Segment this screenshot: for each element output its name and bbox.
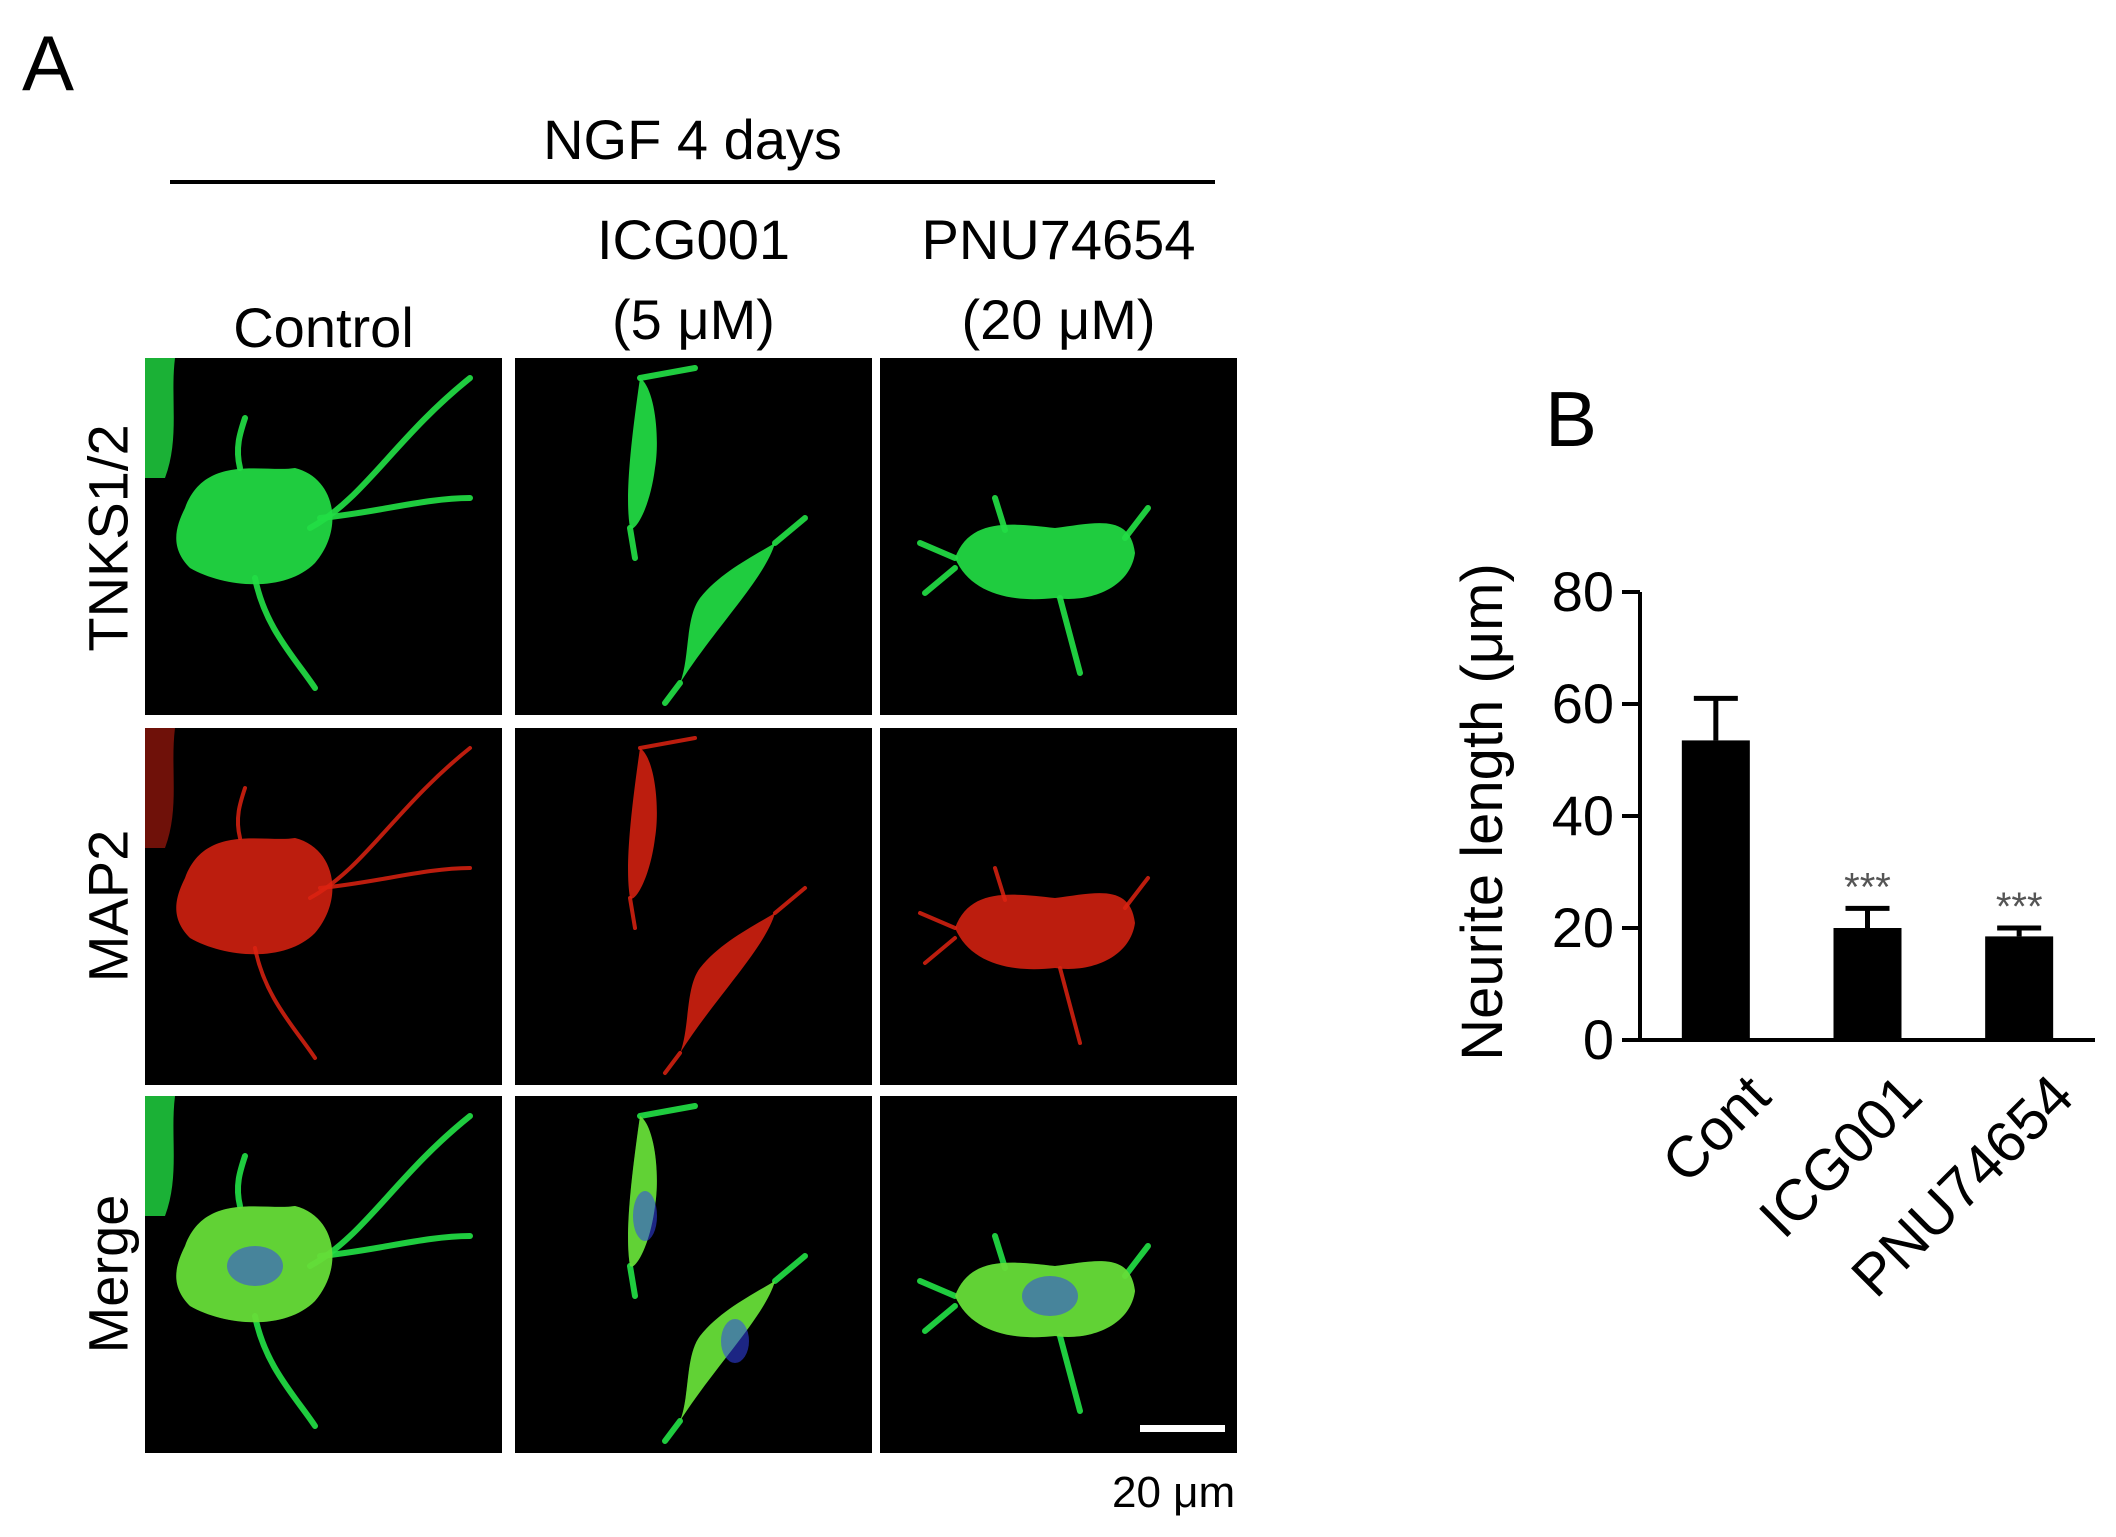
panel-a-letter: A: [22, 19, 75, 107]
column-label-icg001: ICG001: [597, 208, 790, 271]
y-axis-label: Neurite length (μm): [1450, 563, 1515, 1061]
significance-label: ***: [1996, 885, 2043, 929]
y-tick-label: 60: [1552, 672, 1614, 735]
header-underline: [170, 180, 1215, 184]
micrograph-map2-pnu74654: [880, 728, 1237, 1085]
treatment-header: NGF 4 days: [543, 108, 842, 171]
row-label-tnks: TNKS1/2: [76, 424, 140, 652]
micrograph-merge-control: [145, 1096, 502, 1453]
column-label-control: Control: [233, 296, 414, 359]
micrograph-tnks-pnu74654: [880, 358, 1237, 715]
micrograph-map2-control: [145, 728, 502, 1085]
bar-icg001: [1833, 928, 1902, 1040]
micrograph-map2-icg001: [515, 728, 872, 1085]
significance-label: ***: [1844, 865, 1891, 909]
micrograph-merge-icg001: [515, 1096, 872, 1453]
scale-bar-label: 20 μm: [1112, 1468, 1236, 1517]
bar-pnu74654: [1985, 936, 2054, 1040]
micrograph-merge-pnu74654: [880, 1096, 1237, 1453]
row-label-merge: Merge: [76, 1194, 140, 1354]
x-tick-label: ICG001: [1747, 1063, 1934, 1250]
y-tick-label: 0: [1583, 1008, 1614, 1071]
scale-bar: [1140, 1425, 1225, 1432]
y-tick-label: 20: [1552, 896, 1614, 959]
x-tick-label: Cont: [1650, 1063, 1783, 1196]
row-label-map2: MAP2: [76, 829, 140, 983]
bar-cont: [1681, 740, 1750, 1040]
panel-b-letter: B: [1545, 375, 1598, 463]
x-tick-label: PNU74654: [1839, 1063, 2086, 1310]
y-tick-label: 80: [1552, 560, 1614, 623]
column-label-pnu74654: PNU74654: [921, 208, 1196, 271]
y-tick-label: 40: [1552, 784, 1614, 847]
column-label-pnu74654-dose: (20 μM): [961, 288, 1156, 351]
micrograph-tnks-icg001: [515, 358, 872, 715]
column-label-icg001-dose: (5 μM): [612, 288, 775, 351]
micrograph-tnks-control: [145, 358, 502, 715]
